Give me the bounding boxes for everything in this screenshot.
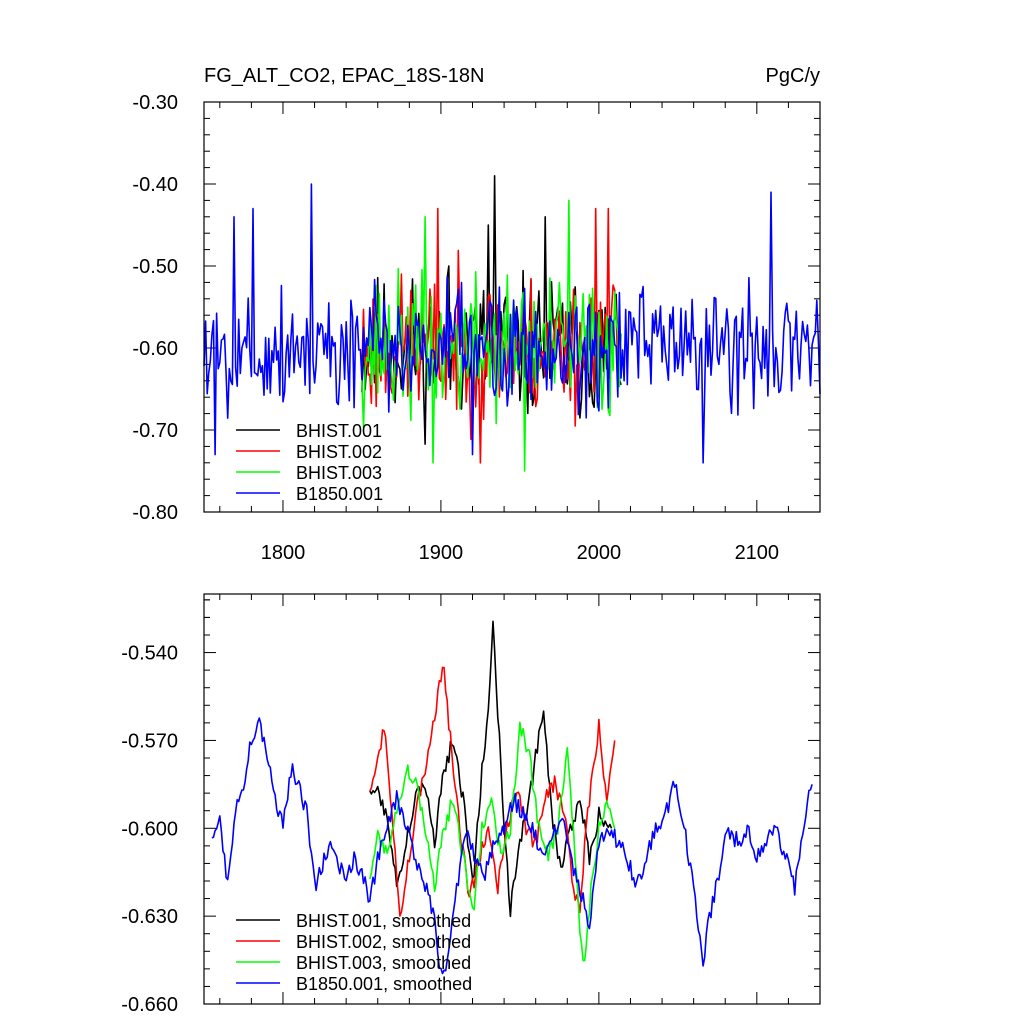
x-tick-label: 2000 [577, 542, 622, 564]
x-tick-label: 1900 [419, 542, 464, 564]
legend-label: B1850.001 [296, 484, 383, 504]
legend-label: BHIST.003 [296, 463, 382, 483]
series-line-bhist-002-smoothed [369, 666, 616, 917]
top-plot-frame [203, 101, 821, 513]
series-line-b1850-001-smoothed [211, 717, 813, 975]
series-line-bhist-001-smoothed [369, 620, 613, 918]
bottom-panel: -0.660 -0.630 -0.600 -0.570 -0.540 BHIST.001… [121, 593, 821, 1016]
y-tick-label: -0.70 [132, 420, 178, 442]
series-line-b1850-001 [203, 183, 821, 464]
y-tick-label: -0.30 [132, 92, 178, 114]
bottom-series-group [211, 620, 813, 975]
y-tick-label: -0.80 [132, 502, 178, 524]
legend-label: BHIST.001, smoothed [296, 911, 471, 931]
y-tick-label: -0.570 [121, 730, 178, 752]
top-series-group [203, 175, 821, 472]
legend-label: BHIST.003, smoothed [296, 953, 471, 973]
x-tick-label: 1800 [261, 542, 306, 564]
x-tick-label: 2100 [735, 542, 780, 564]
legend-label: BHIST.002 [296, 442, 382, 462]
y-tick-label: -0.630 [121, 906, 178, 928]
chart-units-label: PgC/y [766, 65, 820, 87]
y-tick-label: -0.50 [132, 256, 178, 278]
y-tick-label: -0.660 [121, 994, 178, 1016]
top-axes: -0.80 -0.70 -0.60 -0.50 -0.40 -0.30 1800 1900 20… [132, 92, 821, 564]
y-tick-label: -0.40 [132, 174, 178, 196]
legend-label: BHIST.002, smoothed [296, 932, 471, 952]
y-tick-label: -0.600 [121, 818, 178, 840]
legend-label: B1850.001, smoothed [296, 974, 472, 994]
bottom-plot-frame [203, 593, 821, 1005]
top-panel: FG_ALT_CO2, EPAC_18S-18N PgC/y -0.80 -0.7… [132, 65, 821, 564]
legend-label: BHIST.001 [296, 421, 382, 441]
y-tick-label: -0.540 [121, 643, 178, 665]
chart-title-left: FG_ALT_CO2, EPAC_18S-18N [204, 65, 485, 87]
series-line-bhist-003-smoothed [369, 721, 616, 962]
y-tick-label: -0.60 [132, 338, 178, 360]
